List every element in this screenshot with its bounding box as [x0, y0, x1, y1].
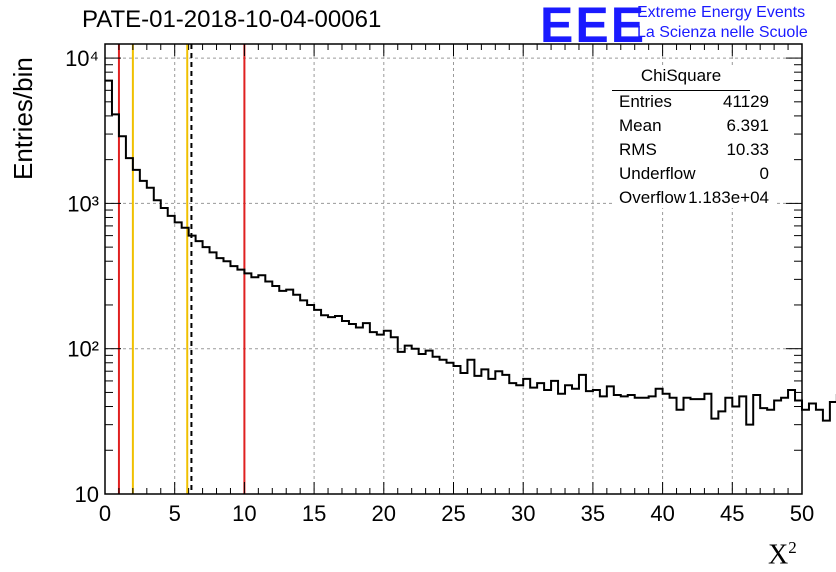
x-axis-label-sup: 2 [788, 538, 797, 557]
stats-row: Underflow 0 [619, 164, 769, 188]
marker-lines [117, 44, 246, 494]
stats-value: 6.391 [726, 116, 769, 135]
x-axis-label: X2 [768, 538, 797, 571]
logo-line-1: Extreme Energy Events [637, 4, 806, 21]
y-tick-label: 10² [67, 337, 99, 362]
histogram-series [105, 79, 836, 426]
stats-value: 1.183e+04 [688, 188, 769, 207]
y-tick-label: 10 [75, 482, 99, 507]
x-axis-ticks: 0 5 10 15 20 25 30 35 40 45 50 [99, 44, 814, 526]
x-tick-label: 15 [302, 501, 326, 526]
stats-divider [612, 90, 750, 91]
x-tick-label: 25 [441, 501, 465, 526]
stats-value: 41129 [722, 92, 769, 111]
x-tick-label: 35 [581, 501, 605, 526]
stats-key: Overflow [619, 188, 687, 207]
stats-row: Entries 41129 [619, 92, 769, 116]
stats-row: Mean 6.391 [619, 116, 769, 140]
x-tick-label: 30 [511, 501, 535, 526]
logo-line-2: La Scienza nelle Scuole [637, 24, 808, 41]
x-tick-label: 45 [720, 501, 744, 526]
y-tick-label: 10⁴ [65, 46, 99, 71]
stats-key: Entries [619, 92, 672, 111]
stats-key: Mean [619, 116, 662, 135]
x-tick-label: 10 [232, 501, 256, 526]
x-tick-label: 0 [99, 501, 111, 526]
y-tick-label: 10³ [67, 191, 99, 216]
chart-title: PATE-01-2018-10-04-00061 [82, 6, 382, 33]
stats-key: Underflow [619, 164, 696, 183]
x-tick-label: 5 [169, 501, 181, 526]
x-tick-label: 50 [790, 501, 814, 526]
stats-box: ChiSquare Entries 41129 Mean 6.391 RMS 10.3… [612, 66, 777, 208]
eee-logo: EEE [540, 0, 647, 53]
stats-row: RMS 10.33 [619, 140, 769, 164]
x-tick-label: 20 [372, 501, 396, 526]
stats-value: 0 [759, 164, 769, 183]
x-tick-label: 40 [650, 501, 674, 526]
x-axis-label-text: X [768, 539, 789, 571]
y-axis-label: Entries/bin [8, 57, 38, 180]
stats-title: ChiSquare [640, 66, 722, 85]
stats-key: RMS [619, 140, 657, 159]
stats-row: Overflow 1.183e+04 [619, 188, 769, 212]
stats-value: 10.33 [726, 140, 769, 159]
y-axis-ticks: 10 10² 10³ 10⁴ [65, 46, 802, 507]
